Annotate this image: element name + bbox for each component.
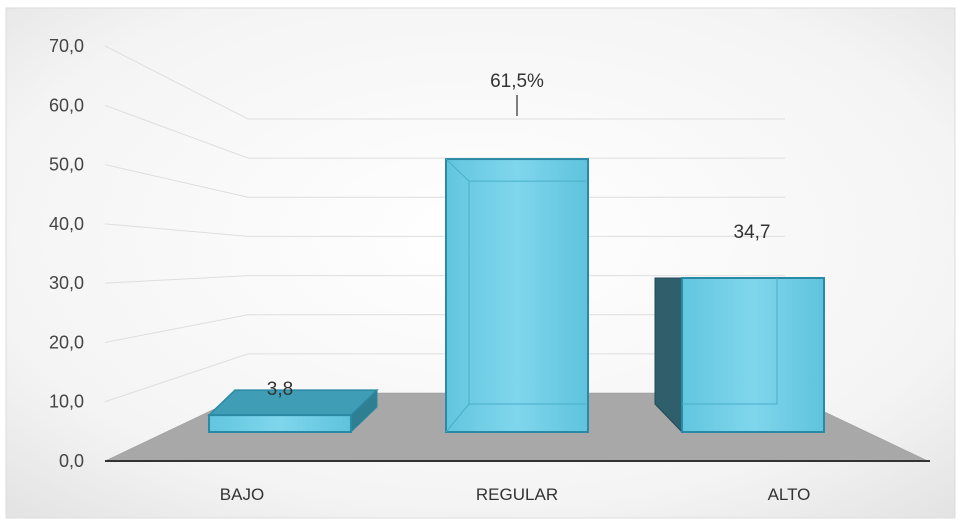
bar-regular bbox=[445, 158, 589, 434]
data-label-alto: 34,7 bbox=[734, 222, 771, 243]
gridline bbox=[104, 314, 785, 343]
gridline bbox=[104, 164, 785, 198]
x-tick-label: REGULAR bbox=[476, 485, 558, 504]
bar-inner-edge bbox=[445, 158, 470, 182]
y-axis-ticks: 0,0 10,0 20,0 30,0 40,0 50,0 60,0 70,0 bbox=[49, 36, 84, 471]
y-tick-label: 10,0 bbox=[49, 392, 84, 412]
gridline bbox=[104, 275, 785, 284]
x-tick-label: BAJO bbox=[220, 485, 264, 504]
gridline bbox=[104, 104, 785, 159]
y-tick-label: 30,0 bbox=[49, 273, 84, 293]
bar-front-face bbox=[681, 277, 825, 433]
bar-front-face bbox=[445, 158, 589, 434]
y-tick-label: 60,0 bbox=[49, 95, 84, 115]
y-tick-label: 70,0 bbox=[49, 36, 84, 56]
y-tick-label: 50,0 bbox=[49, 155, 84, 175]
gridline bbox=[104, 353, 785, 403]
data-label-bajo: 3,8 bbox=[267, 379, 293, 400]
bar-side-face bbox=[654, 277, 683, 434]
gridline bbox=[104, 223, 785, 237]
y-tick-label: 0,0 bbox=[59, 451, 84, 471]
data-label-regular: 61,5% bbox=[490, 71, 544, 92]
x-axis-categories: BAJO REGULAR ALTO bbox=[220, 485, 811, 504]
data-labels: 3,8 61,5% 34,7 bbox=[267, 71, 771, 400]
bar-alto bbox=[654, 277, 825, 434]
bar-inner-edge bbox=[682, 278, 778, 405]
gridline bbox=[104, 45, 785, 120]
gridlines bbox=[104, 45, 785, 403]
bar-inner-edge bbox=[445, 403, 470, 433]
y-tick-label: 40,0 bbox=[49, 214, 84, 234]
x-tick-label: ALTO bbox=[768, 485, 811, 504]
bar-bajo bbox=[207, 388, 379, 434]
bars bbox=[207, 158, 825, 434]
y-tick-label: 20,0 bbox=[49, 332, 84, 352]
bar-front-face bbox=[208, 414, 352, 433]
